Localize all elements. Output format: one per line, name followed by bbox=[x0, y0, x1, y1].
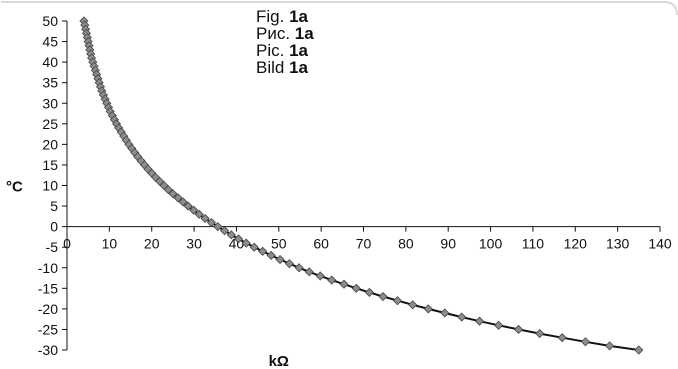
data-point bbox=[220, 226, 230, 236]
data-point bbox=[304, 267, 314, 277]
data-point bbox=[339, 279, 349, 289]
data-point bbox=[557, 333, 567, 343]
data-point bbox=[634, 345, 644, 355]
y-tick-label: 15 bbox=[42, 157, 58, 173]
y-tick-label: -25 bbox=[38, 321, 58, 337]
data-point bbox=[241, 238, 251, 248]
y-tick-label: -30 bbox=[38, 342, 58, 358]
x-tick-label: 10 bbox=[102, 236, 118, 252]
data-point bbox=[327, 275, 337, 285]
data-point bbox=[178, 197, 188, 207]
x-tick-label: 50 bbox=[271, 236, 287, 252]
y-tick-label: 30 bbox=[42, 95, 58, 111]
data-point bbox=[189, 205, 199, 215]
caption-line: Fig. 1a bbox=[256, 7, 308, 26]
caption-line: Bild 1a bbox=[256, 58, 308, 77]
data-point bbox=[275, 254, 285, 265]
x-tick-label: 60 bbox=[313, 236, 329, 252]
data-point bbox=[364, 287, 374, 297]
data-point bbox=[294, 263, 304, 273]
x-axis-label: kΩ bbox=[269, 353, 289, 369]
data-point bbox=[284, 259, 294, 269]
y-tick-label: 20 bbox=[42, 136, 58, 152]
data-point bbox=[513, 324, 524, 335]
data-point bbox=[580, 337, 591, 347]
y-tick-label: -5 bbox=[46, 239, 59, 255]
data-point bbox=[535, 328, 545, 339]
data-point bbox=[266, 250, 276, 260]
data-point bbox=[200, 213, 210, 223]
data-point bbox=[315, 271, 325, 281]
x-tick-label: 100 bbox=[479, 236, 503, 252]
y-tick-label: 45 bbox=[42, 34, 58, 50]
data-point bbox=[183, 201, 193, 211]
data-point bbox=[233, 234, 244, 244]
data-point bbox=[194, 209, 204, 219]
data-point bbox=[213, 222, 223, 232]
data-point bbox=[258, 246, 268, 256]
y-axis-label: °C bbox=[6, 179, 23, 196]
y-tick-label: 35 bbox=[42, 75, 58, 91]
y-tick-label: 5 bbox=[50, 198, 58, 214]
x-tick-label: 110 bbox=[522, 236, 545, 252]
data-point bbox=[249, 242, 259, 252]
data-point bbox=[392, 296, 402, 306]
caption-line: Pic. 1a bbox=[256, 41, 308, 60]
data-markers bbox=[79, 16, 644, 355]
x-tick-label: 130 bbox=[606, 236, 630, 252]
x-tick-label: 30 bbox=[186, 236, 202, 252]
data-point bbox=[351, 283, 361, 293]
x-tick-label: 90 bbox=[440, 236, 456, 252]
data-point bbox=[474, 316, 485, 326]
data-point bbox=[423, 304, 433, 314]
data-point bbox=[163, 185, 173, 195]
data-point bbox=[408, 300, 418, 310]
figure-caption: Fig. 1a Рис. 1a Pic. 1a Bild 1a bbox=[256, 8, 314, 76]
y-tick-label: -15 bbox=[38, 280, 58, 296]
y-tick-label: 50 bbox=[42, 13, 58, 29]
x-tick-label: 80 bbox=[398, 236, 414, 252]
x-tick-label: 140 bbox=[648, 236, 672, 252]
data-point bbox=[457, 312, 467, 322]
data-point bbox=[206, 217, 217, 228]
y-tick-label: 25 bbox=[42, 116, 58, 132]
data-point bbox=[378, 291, 388, 302]
y-tick-label: 40 bbox=[42, 54, 58, 70]
data-point bbox=[173, 193, 183, 203]
x-tick-label: 120 bbox=[564, 236, 588, 252]
y-tick-label: -20 bbox=[38, 301, 58, 317]
data-point bbox=[494, 320, 504, 330]
data-point bbox=[605, 341, 615, 351]
y-tick-label: -10 bbox=[38, 260, 58, 276]
data-point bbox=[226, 230, 236, 240]
y-tick-label: 10 bbox=[42, 178, 58, 194]
y-tick-label: 0 bbox=[50, 219, 58, 235]
data-point bbox=[168, 189, 178, 199]
x-tick-label: 20 bbox=[144, 236, 160, 252]
caption-line: Рис. 1a bbox=[256, 24, 314, 43]
x-tick-label: 70 bbox=[356, 236, 372, 252]
data-point bbox=[440, 308, 450, 318]
